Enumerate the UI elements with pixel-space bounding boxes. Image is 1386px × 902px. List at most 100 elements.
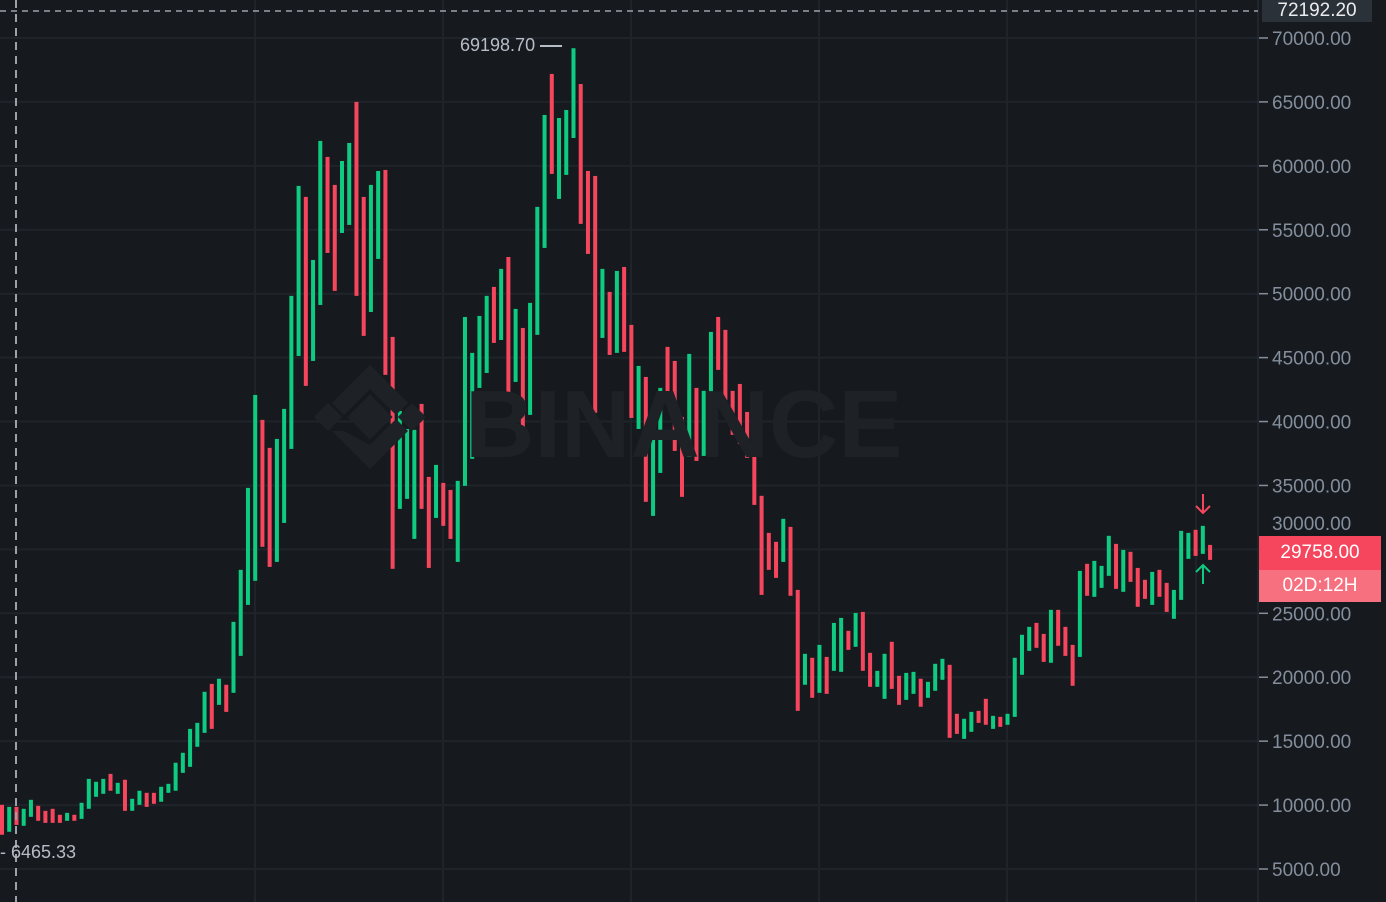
candle-down xyxy=(976,710,981,723)
candle-down xyxy=(361,196,366,336)
low-marker: - 6465.33 xyxy=(0,842,77,862)
candle-down xyxy=(824,656,829,694)
candle-down xyxy=(144,792,149,807)
candle-up xyxy=(28,799,33,817)
candle-down xyxy=(1142,579,1147,599)
candle-down xyxy=(1135,567,1140,607)
candle-up xyxy=(274,438,279,562)
candle-down xyxy=(622,266,627,352)
candle-up xyxy=(405,428,410,499)
candle-up xyxy=(1012,657,1017,717)
candle-down xyxy=(1128,551,1133,582)
candle-up xyxy=(853,612,858,647)
candle-up xyxy=(1027,626,1032,651)
candle-down xyxy=(209,683,214,729)
candle-up xyxy=(614,270,619,353)
candle-down xyxy=(918,678,923,707)
candle-down xyxy=(151,792,156,804)
axis-tick-label: 15000.00 xyxy=(1272,732,1351,753)
candle-up xyxy=(925,681,930,698)
candle-up xyxy=(911,671,916,694)
candle-up xyxy=(839,617,844,672)
candle-down xyxy=(745,411,750,458)
axis-tick-label: 30000.00 xyxy=(1272,514,1351,535)
candle-up xyxy=(1179,530,1184,600)
candle-down xyxy=(766,532,771,570)
candle-down xyxy=(983,698,988,725)
candle-up xyxy=(933,663,938,691)
candle-up xyxy=(1106,535,1111,576)
candle-up xyxy=(564,109,569,175)
candle-up xyxy=(1200,525,1205,554)
candle-down xyxy=(672,360,677,451)
candle-up xyxy=(282,408,287,523)
candle-up xyxy=(1092,560,1097,597)
candle-down xyxy=(1157,569,1162,597)
candle-down xyxy=(795,589,800,711)
candle-down xyxy=(578,84,583,224)
candle-down xyxy=(860,611,865,671)
price-axis[interactable]: 70000.00 65000.00 60000.00 55000.00 50000.00… xyxy=(1257,0,1351,902)
candle-up xyxy=(245,487,250,605)
candle-up xyxy=(238,569,243,656)
candle-up xyxy=(1077,570,1082,657)
candle-down xyxy=(224,684,229,712)
candle-up xyxy=(79,802,84,819)
candle-down xyxy=(108,773,113,791)
candle-up xyxy=(1099,565,1104,588)
low-value: 6465.33 xyxy=(11,842,77,862)
candle-down xyxy=(759,495,764,595)
candle-down xyxy=(737,383,742,444)
candles xyxy=(0,48,1213,835)
candle-up xyxy=(781,518,786,562)
candle-up xyxy=(969,711,974,732)
candle-down xyxy=(1063,626,1068,656)
axis-tick-label: 20000.00 xyxy=(1272,668,1351,689)
candle-up xyxy=(651,435,656,516)
candle-up xyxy=(376,170,381,259)
candle-up xyxy=(1186,532,1191,559)
candle-down xyxy=(36,805,41,821)
candle-down xyxy=(520,327,525,430)
candle-down xyxy=(1034,622,1039,648)
candle-up xyxy=(1150,571,1155,605)
candle-up xyxy=(130,798,135,811)
candle-up xyxy=(1171,589,1176,619)
axis-tick-label: 5000.00 xyxy=(1272,860,1341,881)
candle-down xyxy=(50,808,55,823)
candle-down xyxy=(998,716,1003,727)
candle-up xyxy=(991,715,996,729)
candle-up xyxy=(535,206,540,335)
candle-up xyxy=(882,653,887,699)
candle-down xyxy=(694,387,699,461)
candle-up xyxy=(904,672,909,700)
candle-down xyxy=(810,657,815,698)
candle-up xyxy=(1121,549,1126,592)
candle-up xyxy=(636,365,641,429)
candle-down xyxy=(354,101,359,296)
candle-up xyxy=(94,781,99,797)
candle-down xyxy=(1164,582,1169,612)
candle-up xyxy=(542,114,547,248)
candle-down xyxy=(723,329,728,400)
candle-up xyxy=(65,812,70,821)
crosshair-price-label: 72192.20 xyxy=(1262,0,1372,22)
candle-down xyxy=(390,336,395,569)
candle-up xyxy=(173,762,178,791)
candle-up xyxy=(166,783,171,793)
candle-down xyxy=(954,713,959,734)
axis-tick-label: 35000.00 xyxy=(1272,476,1351,497)
candle-down xyxy=(643,376,648,502)
axis-tick-label: 25000.00 xyxy=(1272,604,1351,625)
candle-down xyxy=(43,810,48,823)
candle-down xyxy=(774,541,779,578)
candle-down xyxy=(332,184,337,291)
candle-up xyxy=(513,308,518,382)
candle-up xyxy=(195,722,200,747)
candle-up xyxy=(455,480,460,562)
candle-up xyxy=(347,142,352,225)
candle-down xyxy=(383,169,388,375)
axis-tick-label: 60000.00 xyxy=(1272,157,1351,178)
candle-up xyxy=(875,670,880,687)
